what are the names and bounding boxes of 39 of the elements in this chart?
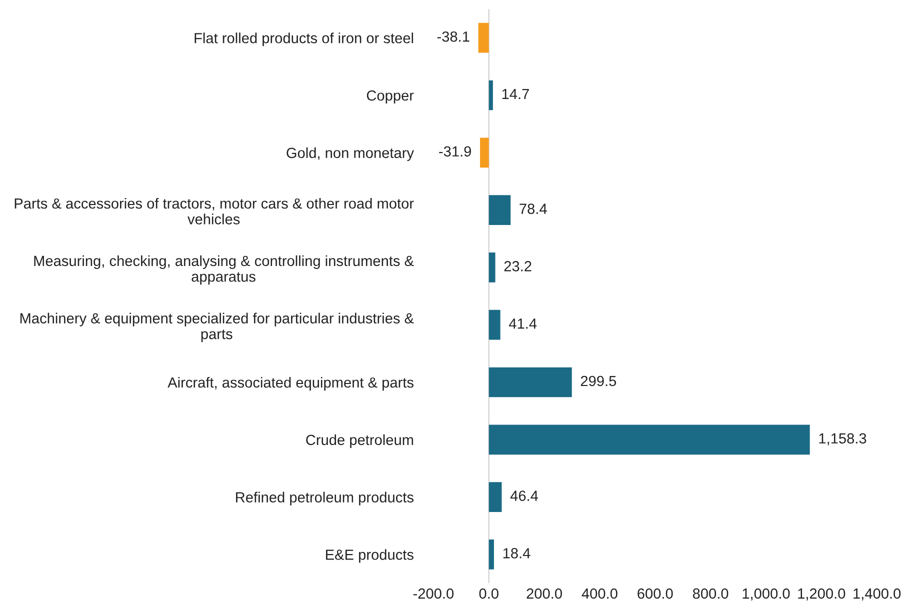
x-tick-label: 1,400.0 xyxy=(854,588,901,600)
data-label: -38.1 xyxy=(437,31,470,42)
bar xyxy=(488,540,494,570)
data-label: 299.5 xyxy=(580,376,616,386)
x-tick-label: 200.0 xyxy=(526,588,562,599)
y-tick-label: Aircraft, associated equipment & parts xyxy=(168,376,414,391)
x-tick-label: 0.0 xyxy=(479,588,498,599)
bar xyxy=(488,367,572,398)
data-label: 18.4 xyxy=(503,548,530,558)
x-tick-label: 1,000.0 xyxy=(742,588,790,600)
bar xyxy=(488,80,493,110)
x-tick-label: -200.0 xyxy=(413,588,454,599)
y-tick-label: Parts & accessories of tractors, motor cars & other road motor vehicles xyxy=(14,198,414,224)
y-tick-label: Crude petroleum xyxy=(306,434,414,448)
x-tick-label: 1,200.0 xyxy=(798,588,846,600)
data-label: -31.9 xyxy=(439,146,471,157)
bar xyxy=(488,252,496,282)
bar xyxy=(480,138,489,168)
y-tick-label: Refined petroleum products xyxy=(236,492,414,506)
y-tick-label: Machinery & equipment specialized for particular industries & parts xyxy=(20,312,414,342)
data-label: 78.4 xyxy=(520,204,547,214)
data-label: 46.4 xyxy=(510,490,538,501)
x-tick-label: 400.0 xyxy=(582,588,618,599)
x-tick-label: 800.0 xyxy=(692,588,728,599)
y-tick-label: E&E products xyxy=(326,549,414,563)
bar xyxy=(488,424,810,455)
bar xyxy=(488,310,500,340)
y-tick-label: Flat rolled products of iron or steel xyxy=(194,32,414,46)
bar xyxy=(478,22,489,53)
y-tick-label: Measuring, checking, analysing & controlling instruments & apparatus xyxy=(34,255,414,285)
x-tick-label: 600.0 xyxy=(638,588,673,599)
y-tick-label: Gold, non monetary xyxy=(286,147,414,161)
data-label: 41.4 xyxy=(509,318,537,329)
data-label: 1,158.3 xyxy=(819,433,866,446)
bar xyxy=(488,482,502,512)
data-label: 23.2 xyxy=(504,261,532,272)
y-tick-label: Copper xyxy=(366,90,414,104)
bar xyxy=(488,195,511,225)
data-label: 14.7 xyxy=(502,88,529,100)
